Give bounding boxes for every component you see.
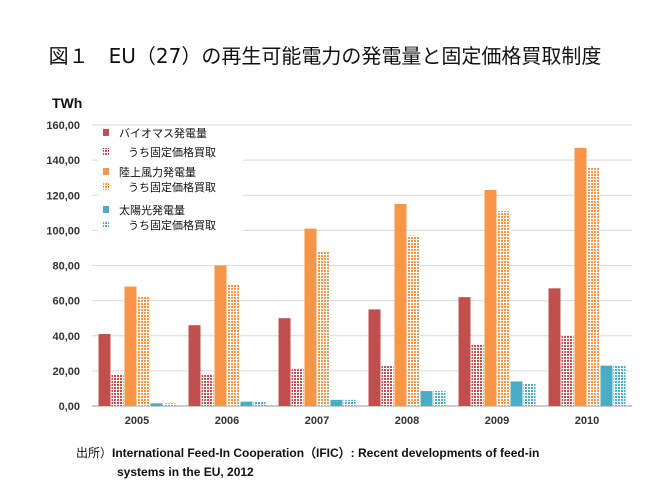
bar — [458, 297, 471, 406]
legend-background — [98, 126, 243, 236]
bar — [291, 369, 304, 406]
bar — [253, 401, 266, 406]
legend-swatch — [103, 206, 109, 213]
bar — [381, 365, 394, 406]
legend-swatch — [103, 221, 109, 228]
bar — [587, 167, 600, 406]
bar — [600, 365, 613, 406]
bar — [98, 333, 111, 406]
bar — [150, 403, 163, 406]
bar — [137, 297, 150, 406]
bar — [394, 204, 407, 406]
y-axis-unit: TWh — [52, 95, 83, 111]
x-tick-label: 2006 — [215, 415, 239, 427]
bar — [227, 284, 240, 406]
bar — [497, 211, 510, 406]
y-tick-label: 20,00 — [52, 366, 80, 378]
source-prefix: 出所） — [76, 446, 113, 460]
bar — [214, 265, 227, 406]
legend-label: バイオマス発電量 — [119, 126, 207, 140]
bar — [484, 189, 497, 406]
legend-label: 陸上風力発電量 — [119, 165, 196, 179]
bar — [613, 365, 626, 406]
bar — [201, 374, 214, 406]
bar — [304, 228, 317, 406]
source-line-2: systems in the EU, 2012 — [117, 465, 254, 479]
x-tick-label: 2010 — [575, 415, 599, 427]
legend-swatch — [103, 168, 109, 175]
legend-label: 太陽光発電量 — [119, 203, 185, 217]
legend-label: うち固定価格買取 — [128, 145, 216, 159]
source-note: 出所）International Feed-In Cooperation（IFI… — [76, 444, 539, 482]
bar — [433, 391, 446, 406]
y-tick-label: 160,00 — [46, 120, 80, 132]
legend-label: うち固定価格買取 — [128, 180, 216, 194]
y-tick-label: 100,00 — [46, 225, 80, 237]
bar — [523, 383, 536, 406]
bar — [317, 251, 330, 406]
bar — [420, 391, 433, 406]
bar — [163, 403, 176, 406]
y-tick-label: 40,00 — [52, 331, 80, 343]
bar — [188, 325, 201, 406]
legend-swatch — [103, 183, 109, 190]
bar — [368, 309, 381, 406]
y-tick-label: 140,00 — [46, 155, 80, 167]
legend-swatch — [103, 129, 109, 136]
x-tick-label: 2008 — [395, 415, 419, 427]
x-tick-label: 2007 — [305, 415, 329, 427]
bar — [548, 288, 561, 406]
x-tick-label: 2005 — [125, 415, 149, 427]
bar — [330, 399, 343, 406]
bar — [124, 286, 137, 406]
source-line-1: International Feed-In Cooperation（IFIC）:… — [112, 446, 540, 460]
y-tick-label: 80,00 — [52, 261, 80, 273]
bar — [111, 374, 124, 406]
bar — [240, 401, 253, 406]
legend-label: うち固定価格買取 — [128, 218, 216, 232]
bar — [343, 399, 356, 406]
y-tick-label: 60,00 — [52, 296, 80, 308]
bar — [407, 235, 420, 406]
bar — [471, 344, 484, 406]
bar — [510, 381, 523, 406]
y-tick-label: 120,00 — [46, 190, 80, 202]
bar — [574, 147, 587, 407]
chart-title: 図１ EU（27）の再生可能電力の発電量と固定価格買取制度 — [48, 44, 602, 68]
bar — [561, 335, 574, 406]
y-tick-label: 0,00 — [59, 401, 80, 413]
x-tick-label: 2009 — [485, 415, 509, 427]
legend-swatch — [103, 148, 109, 155]
bar — [278, 318, 291, 406]
